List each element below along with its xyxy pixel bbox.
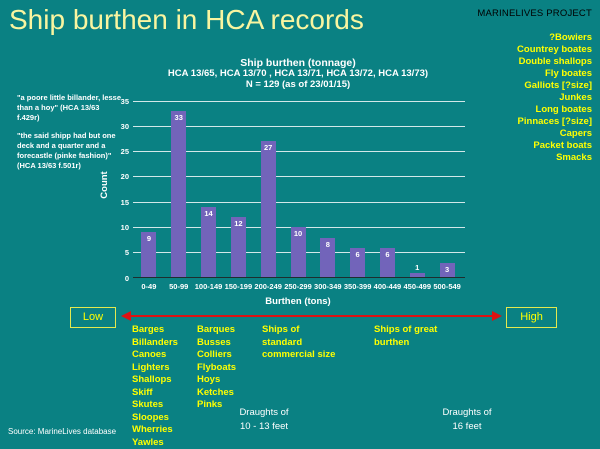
y-tick-label: 25 xyxy=(104,147,129,156)
x-axis-title: Burthen (tons) xyxy=(134,296,462,307)
ship-type-item: Galliots [?size] xyxy=(517,80,592,92)
chart-header: Ship burthen (tonnage) HCA 13/65, HCA 13… xyxy=(134,58,462,90)
arrow-left-head-icon xyxy=(121,311,131,321)
bar-value-label: 6 xyxy=(343,250,373,259)
y-tick-label: 0 xyxy=(104,274,129,283)
high-label-box: High xyxy=(506,307,557,328)
low-label-box: Low xyxy=(70,307,116,328)
y-axis-title: Count xyxy=(99,164,111,206)
bar-value-label: 12 xyxy=(223,219,253,228)
marinelives-project-header: MARINELIVES PROJECT xyxy=(477,8,592,19)
vessel-type-item: Ketches xyxy=(197,387,236,400)
column-text-line: Ships of xyxy=(262,324,335,337)
bar-value-label: 14 xyxy=(194,209,224,218)
ship-type-item: Countrey boates xyxy=(517,44,592,56)
vessel-type-item: Wherries xyxy=(132,424,178,437)
bar-200-249 xyxy=(261,141,276,278)
draughts-text-line: 16 feet xyxy=(412,420,522,434)
vessel-type-item: Lighters xyxy=(132,362,178,375)
bar-value-label: 10 xyxy=(283,229,313,238)
column-text-line: commercial size xyxy=(262,349,335,362)
bar-value-label: 1 xyxy=(402,263,432,272)
bar-value-label: 3 xyxy=(432,265,462,274)
chart-sample-note: N = 129 (as of 23/01/15) xyxy=(134,80,462,91)
low-high-arrow xyxy=(130,315,493,317)
vessel-type-item: Busses xyxy=(197,337,236,350)
page-title: Ship burthen in HCA records xyxy=(9,4,364,36)
bar-value-label: 8 xyxy=(313,240,343,249)
ship-type-item: Double shallops xyxy=(517,56,592,68)
vessel-type-item: Flyboats xyxy=(197,362,236,375)
ship-type-item: Fly boates xyxy=(517,68,592,80)
bar-50-99 xyxy=(171,111,186,278)
x-axis-line xyxy=(133,277,465,278)
draughts-text-line: Draughts of xyxy=(412,406,522,420)
bar-value-label: 9 xyxy=(134,234,164,243)
ship-type-item: ?Bowiers xyxy=(517,32,592,44)
bar-value-label: 33 xyxy=(164,113,194,122)
vessel-type-item: Barges xyxy=(132,324,178,337)
vessel-type-item: Yawles xyxy=(132,437,178,449)
draughts-text-line: 10 - 13 feet xyxy=(209,420,319,434)
ship-type-item: Junkes xyxy=(517,92,592,104)
vessel-type-item: Hoys xyxy=(197,374,236,387)
chart-subtitle: HCA 13/65, HCA 13/70 , HCA 13/71, HCA 13… xyxy=(134,69,462,80)
x-tick-label: 500-549 xyxy=(429,282,465,291)
vessel-type-item: Skutes xyxy=(132,399,178,412)
vessel-type-item: Barques xyxy=(197,324,236,337)
vessel-type-item: Shallops xyxy=(132,374,178,387)
ship-type-item: Packet boats xyxy=(517,140,592,152)
y-tick-label: 5 xyxy=(104,248,129,257)
y-tick-label: 10 xyxy=(104,223,129,232)
gridline xyxy=(133,101,465,102)
vessel-type-item: Canoes xyxy=(132,349,178,362)
ship-type-item: Smacks xyxy=(517,152,592,164)
ship-type-item: Capers xyxy=(517,128,592,140)
draughts-text-line: Draughts of xyxy=(209,406,319,420)
y-tick-label: 30 xyxy=(104,122,129,131)
y-tick-label: 35 xyxy=(104,97,129,106)
vessel-type-item: Billanders xyxy=(132,337,178,350)
vessel-type-item: Sloopes xyxy=(132,412,178,425)
ship-type-item: Pinnaces [?size] xyxy=(517,116,592,128)
bar-value-label: 6 xyxy=(373,250,403,259)
vessel-type-item: Skiff xyxy=(132,387,178,400)
column-text-line: Ships of great xyxy=(374,324,437,337)
vessel-type-item: Colliers xyxy=(197,349,236,362)
column-text-line: burthen xyxy=(374,337,437,350)
source-credit: Source: MarineLives database xyxy=(8,427,116,436)
ship-type-item: Long boates xyxy=(517,104,592,116)
arrow-right-head-icon xyxy=(492,311,502,321)
column-text-line: standard xyxy=(262,337,335,350)
bar-value-label: 27 xyxy=(253,143,283,152)
